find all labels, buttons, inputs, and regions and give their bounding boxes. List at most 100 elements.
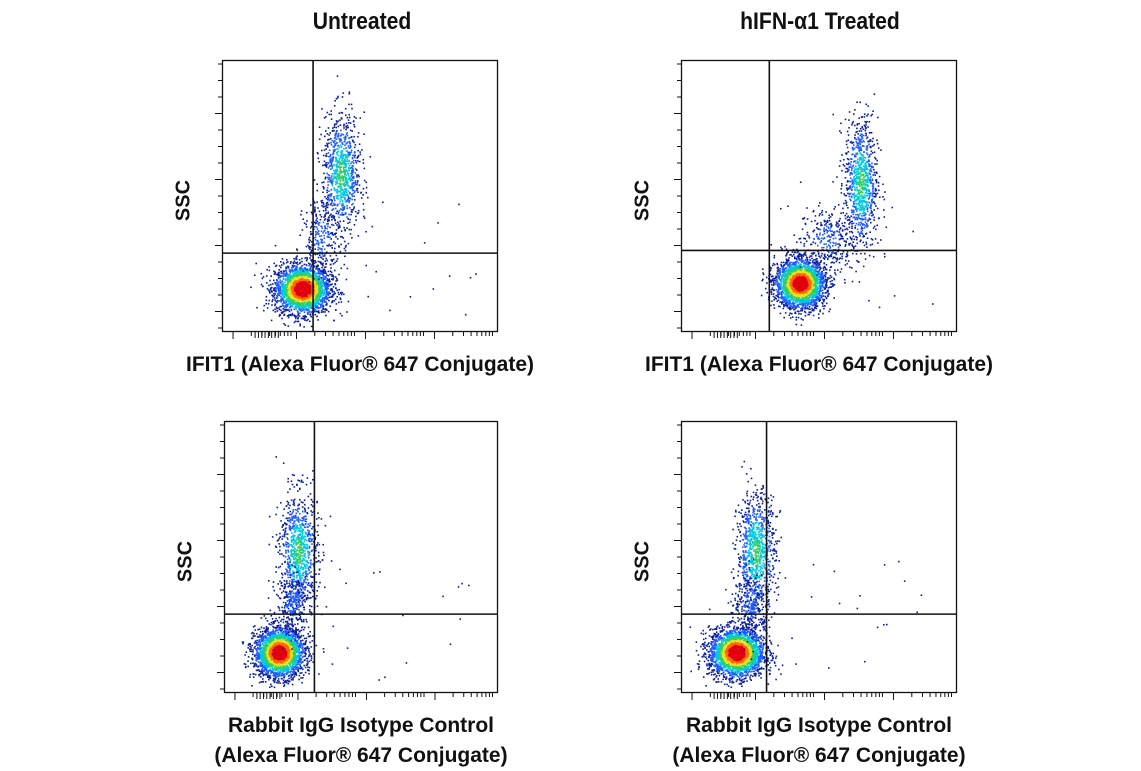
event-dot: [346, 159, 348, 161]
event-dot: [267, 288, 269, 290]
event-dot: [326, 228, 328, 230]
event-dot: [344, 141, 346, 143]
event-dot: [822, 313, 824, 315]
event-dot: [287, 315, 289, 317]
event-dot: [277, 287, 279, 289]
event-dot: [334, 220, 336, 222]
event-dot: [308, 309, 310, 311]
event-dot: [328, 195, 330, 197]
event-dot: [342, 200, 344, 202]
event-dot: [304, 264, 306, 266]
event-dot: [327, 226, 329, 228]
event-dot: [318, 244, 320, 246]
event-dot: [288, 309, 290, 311]
event-dot: [359, 143, 361, 145]
event-dot: [349, 153, 351, 155]
event-dot: [303, 285, 305, 287]
event-dot: [304, 317, 306, 319]
event-dot: [354, 185, 356, 187]
event-dot: [292, 270, 294, 272]
event-dot: [347, 157, 349, 159]
event-dot: [294, 265, 296, 267]
event-dot: [336, 171, 338, 173]
event-dot: [338, 302, 340, 304]
event-dot: [358, 155, 360, 157]
event-dot: [331, 296, 333, 298]
event-dot: [324, 136, 326, 138]
event-dot: [305, 224, 307, 226]
event-dot: [316, 316, 318, 318]
event-dot: [286, 287, 288, 289]
event-dot: [337, 151, 339, 153]
event-dot: [333, 217, 335, 219]
event-dot: [335, 173, 337, 175]
event-dot: [278, 293, 280, 295]
event-dot: [266, 282, 268, 284]
event-dot: [354, 155, 356, 157]
event-dot: [352, 157, 354, 159]
event-dot: [316, 243, 318, 245]
event-dot: [324, 219, 326, 221]
event-dot: [349, 222, 351, 224]
event-dot: [315, 223, 317, 225]
event-dot: [349, 193, 351, 195]
event-dot: [318, 303, 320, 305]
event-dot: [309, 237, 311, 239]
event-dot: [317, 207, 319, 209]
event-dot: [347, 184, 349, 186]
event-dot: [290, 300, 292, 302]
event-dot: [304, 315, 306, 317]
event-dot: [336, 130, 338, 132]
event-dot: [844, 279, 846, 281]
event-dot: [281, 285, 283, 287]
event-dot: [345, 194, 347, 196]
x-axis-label: IFIT1 (Alexa Fluor® 647 Conjugate): [150, 350, 570, 380]
event-dot: [345, 250, 347, 252]
event-dot: [325, 208, 327, 210]
event-dot: [773, 304, 775, 306]
event-dot: [289, 270, 291, 272]
event-dot: [333, 173, 335, 175]
event-dot: [316, 201, 318, 203]
event-dot: [337, 189, 339, 191]
event-dot: [328, 231, 330, 233]
event-dot: [308, 307, 310, 309]
event-dot: [321, 216, 323, 218]
event-dot: [314, 266, 316, 268]
event-dot: [298, 295, 300, 297]
event-dot: [310, 270, 312, 272]
event-dot: [306, 287, 308, 289]
event-dot: [282, 273, 284, 275]
event-dot: [296, 272, 298, 274]
event-dot: [332, 205, 334, 207]
event-dot: [329, 234, 331, 236]
event-dot: [341, 172, 343, 174]
event-dot: [280, 296, 282, 298]
event-dot: [273, 310, 275, 312]
event-dot: [333, 291, 335, 293]
plot-frame: [223, 61, 498, 332]
event-dot: [389, 310, 391, 312]
event-dot: [334, 149, 336, 151]
event-dot: [290, 306, 292, 308]
event-dot: [318, 257, 320, 259]
event-dot: [282, 305, 284, 307]
event-dot: [262, 286, 264, 288]
event-dot: [336, 229, 338, 231]
event-dot: [345, 157, 347, 159]
event-dot: [299, 325, 301, 327]
event-dot: [325, 210, 327, 212]
event-dot: [305, 279, 307, 281]
event-dot: [349, 91, 351, 93]
event-dot: [783, 262, 785, 264]
event-dot: [314, 290, 316, 292]
event-dot: [331, 161, 333, 163]
event-dot: [465, 314, 467, 316]
event-dot: [293, 283, 295, 285]
event-dot: [796, 324, 798, 326]
event-dot: [821, 297, 823, 299]
event-dot: [361, 192, 363, 194]
event-dot: [339, 162, 341, 164]
event-dot: [319, 297, 321, 299]
event-dot: [321, 108, 323, 110]
